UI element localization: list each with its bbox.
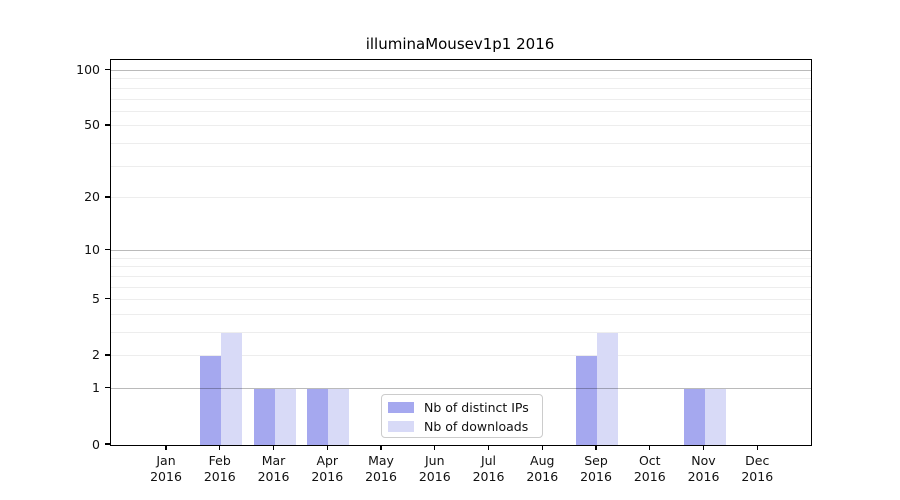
x-tick-mark-aug [541,445,543,450]
x-tick-label-sep: Sep 2016 [580,453,612,484]
x-tick-label-jul: Jul 2016 [472,453,505,484]
gridline-minor-90 [111,78,811,80]
gridline-minor-6 [111,286,811,288]
gridline-minor-30 [111,165,811,167]
legend: Nb of distinct IPs Nb of downloads [381,394,543,438]
x-tick-label-dec: Dec 2016 [741,453,774,484]
gridline-minor-20 [111,197,811,199]
gridline-major-100 [111,70,811,72]
x-tick-mark-mar [272,445,275,450]
x-tick-mark-dec [756,445,758,450]
y-tick-label-100: 100 [76,62,100,78]
bar-nov-series1 [704,388,726,445]
x-tick-mark-oct [649,445,651,450]
gridline-minor-80 [111,87,811,89]
gridline-minor-40 [111,143,811,145]
x-tick-mark-feb [219,445,221,450]
y-tick-label-2: 2 [92,347,100,363]
gridline-minor-60 [111,110,811,112]
y-tick-mark-1 [104,387,110,389]
gridline-minor-7 [111,275,811,277]
distinct-ips-swatch [388,402,414,413]
bar-feb-series0 [199,355,221,445]
legend-label-distinct-ips: Nb of distinct IPs [424,400,529,415]
y-tick-mark-50 [104,124,110,126]
x-tick-mark-apr [326,445,328,450]
gridline-minor-9 [111,257,811,259]
y-tick-label-10: 10 [84,241,100,257]
y-tick-mark-0 [104,443,110,445]
bar-sep-series1 [597,332,618,445]
x-tick-label-nov: Nov 2016 [687,453,720,484]
x-tick-label-jun: Jun 2016 [418,453,451,484]
downloads-swatch [388,421,414,432]
x-tick-label-aug: Aug 2016 [526,453,559,484]
y-tick-label-20: 20 [84,189,100,205]
gridline-minor-5 [111,299,811,301]
legend-row-distinct-ips: Nb of distinct IPs [388,398,534,417]
legend-label-downloads: Nb of downloads [424,419,529,434]
x-tick-mark-nov [702,445,705,450]
gridline-minor-3 [111,332,811,334]
gridline-major-10 [111,249,811,251]
bar-apr-series0 [307,388,329,445]
x-tick-label-mar: Mar 2016 [257,453,290,484]
gridline-minor-8 [111,266,811,268]
x-tick-label-apr: Apr 2016 [311,453,344,484]
bar-mar-series1 [274,388,296,445]
x-tick-mark-jan [165,445,167,450]
y-tick-mark-20 [104,196,110,198]
plot-area [110,59,812,446]
x-tick-label-may: May 2016 [365,453,397,484]
y-tick-mark-2 [104,354,110,356]
legend-row-downloads: Nb of downloads [388,417,534,436]
gridline-minor-2 [111,355,811,357]
y-tick-mark-10 [104,248,110,251]
y-tick-label-0: 0 [92,436,100,452]
gridline-minor-4 [111,313,811,315]
x-tick-label-oct: Oct 2016 [633,453,666,484]
y-tick-mark-100 [104,68,110,71]
y-tick-label-50: 50 [84,117,100,133]
y-tick-label-1: 1 [92,380,100,396]
x-tick-mark-may [380,445,382,450]
bar-nov-series0 [683,388,705,445]
x-tick-label-jan: Jan 2016 [150,453,182,484]
gridline-minor-50 [111,125,811,127]
x-tick-mark-sep [595,445,597,450]
y-tick-label-5: 5 [92,291,100,307]
gridline-minor-70 [111,98,811,100]
bar-sep-series0 [576,355,597,445]
x-tick-mark-jul [487,445,490,450]
bar-apr-series1 [328,388,350,445]
x-tick-label-feb: Feb 2016 [203,453,236,484]
gridline-major-1 [111,388,811,390]
chart-title: illuminaMousev1p1 2016 [365,35,555,53]
x-tick-mark-jun [434,445,436,450]
bar-feb-series1 [220,332,242,445]
y-tick-mark-5 [104,298,110,300]
bar-mar-series0 [253,388,275,445]
